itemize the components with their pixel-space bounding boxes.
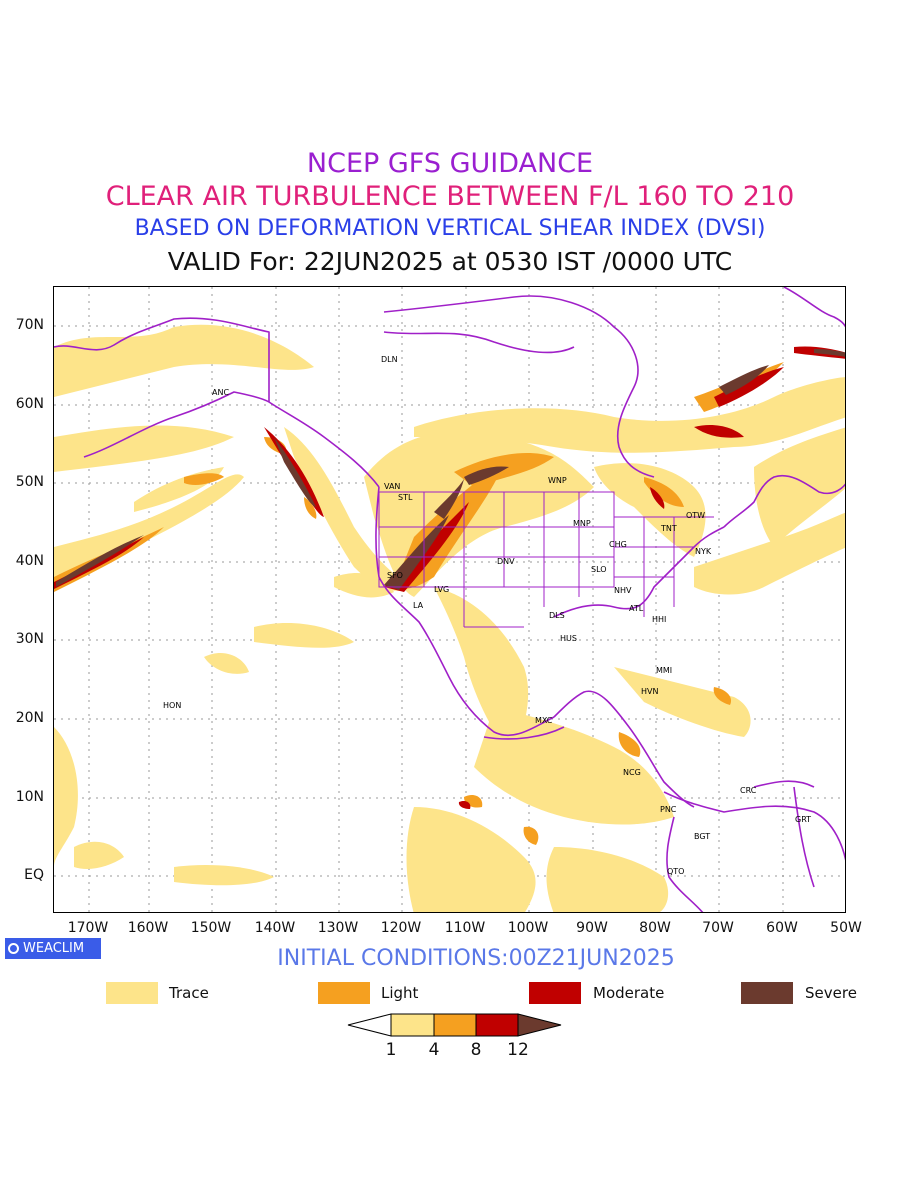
city-slo: SLO [591,565,607,574]
lon-label-140w: 140W [254,920,296,936]
colorbar-segment-severe [517,1013,562,1037]
logo-label: WEACLIM [23,941,85,956]
colorbar-segment-light [433,1013,477,1037]
colorbar-segment-moderate [475,1013,519,1037]
city-atl: ATL [629,604,644,613]
city-stl: STL [398,493,413,502]
legend-swatch-moderate [529,982,581,1004]
city-pnc: PNC [660,805,677,814]
city-grt: GRT [795,815,811,824]
lon-label-80w: 80W [639,920,671,936]
city-labels: DLN ANC VAN STL WNP MNP OTW TNT CHG NYK … [163,355,811,876]
title-line-1: NCEP GFS GUIDANCE [306,148,594,179]
lon-label-150w: 150W [190,920,232,936]
city-sfo: SFO [387,571,403,580]
colorbar-label-12: 12 [507,1040,529,1060]
legend-swatch-severe [741,982,793,1004]
ring-icon [8,943,19,954]
colorbar-label-4: 4 [428,1040,440,1060]
city-wnp: WNP [548,476,567,485]
city-nhv: NHV [614,586,632,595]
city-van: VAN [384,482,400,491]
lon-label-70w: 70W [702,920,734,936]
city-otw: OTW [686,511,705,520]
lat-label-40n: 40N [15,553,44,569]
city-tnt: TNT [660,524,677,533]
city-hhi: HHI [652,615,666,624]
lon-label-90w: 90W [576,920,608,936]
lat-label-20n: 20N [15,710,44,726]
initial-conditions: INITIAL CONDITIONS:00Z21JUN2025 [277,946,675,971]
city-qto: QTO [667,867,684,876]
lon-label-60w: 60W [766,920,798,936]
colorbar-low-arrow [347,1013,392,1037]
colorbar-label-8: 8 [470,1040,482,1060]
coastlines-borders [54,287,845,912]
city-hus: HUS [560,634,577,643]
city-hvn: HVN [641,687,658,696]
map-canvas: DLN ANC VAN STL WNP MNP OTW TNT CHG NYK … [54,287,845,912]
colorbar-segment-trace [390,1013,435,1037]
title-line-3: BASED ON DEFORMATION VERTICAL SHEAR INDE… [134,216,766,241]
city-crc: CRC [740,786,757,795]
legend-label-moderate: Moderate [593,984,665,1002]
city-anc: ANC [212,388,229,397]
valid-time: VALID For: 22JUN2025 at 0530 IST /0000 U… [167,247,733,276]
legend-label-trace: Trace [169,984,209,1002]
legend-swatch-trace [106,982,158,1004]
city-lvg: LVG [434,585,449,594]
lon-label-170w: 170W [67,920,109,936]
turbulence-map: DLN ANC VAN STL WNP MNP OTW TNT CHG NYK … [53,286,846,913]
lon-label-160w: 160W [127,920,169,936]
city-dnv: DNV [497,557,515,566]
legend-label-severe: Severe [805,984,857,1002]
legend-label-light: Light [381,984,419,1002]
colorbar [347,1013,562,1037]
weaclim-logo: WEACLIM [5,938,101,959]
lat-label-eq: EQ [24,867,44,883]
lon-label-100w: 100W [507,920,549,936]
city-dln: DLN [381,355,398,364]
city-chg: CHG [609,540,627,549]
lon-label-120w: 120W [380,920,422,936]
lat-label-10n: 10N [15,789,44,805]
lat-label-30n: 30N [15,631,44,647]
city-la: LA [413,601,424,610]
city-nyk: NYK [695,547,712,556]
city-ncg: NCG [623,768,641,777]
city-mmi: MMI [656,666,672,675]
severe-areas [56,349,845,590]
lat-label-50n: 50N [15,474,44,490]
trace-areas [54,324,845,912]
lat-label-70n: 70N [15,317,44,333]
lon-label-50w: 50W [830,920,862,936]
lon-label-110w: 110W [444,920,486,936]
legend-swatch-light [318,982,370,1004]
state-borders [378,491,714,628]
city-mxc: MXC [535,716,553,725]
lon-label-130w: 130W [317,920,359,936]
city-dls: DLS [549,611,565,620]
city-mnp: MNP [573,519,591,528]
colorbar-label-1: 1 [385,1040,397,1060]
city-hon: HON [163,701,181,710]
lat-label-60n: 60N [15,396,44,412]
title-line-2: CLEAR AIR TURBULENCE BETWEEN F/L 160 TO … [105,181,795,212]
city-bgt: BGT [694,832,710,841]
